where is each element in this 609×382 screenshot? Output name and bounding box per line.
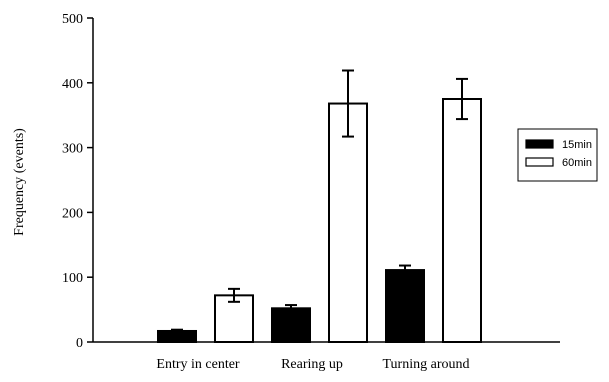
y-tick-label-2: 200 [62, 206, 83, 221]
x-tick-label-2: Turning around [383, 357, 470, 372]
legend: 15min 60min [517, 128, 598, 182]
y-tick-label-3: 300 [62, 142, 83, 157]
y-tick-label-4: 400 [62, 77, 83, 92]
y-tick-label-0: 0 [76, 336, 83, 351]
bar-15min-2 [385, 269, 425, 343]
bar-15min-1 [271, 307, 311, 343]
x-axis: Entry in center Rearing up Turning around [93, 341, 560, 372]
bar-60min-1 [328, 102, 368, 344]
legend-swatch-1 [525, 157, 554, 167]
legend-label-1: 60min [562, 157, 592, 169]
legend-swatch-0 [525, 139, 554, 149]
bar-60min-0 [214, 294, 254, 343]
y-tick-label-5: 500 [62, 12, 83, 27]
bars [157, 69, 482, 344]
y-axis: 0 100 200 300 400 500 [62, 12, 94, 351]
x-tick-label-0: Entry in center [156, 357, 240, 372]
y-tick-label-1: 100 [62, 271, 83, 286]
legend-label-0: 15min [562, 139, 592, 151]
x-tick-label-1: Rearing up [281, 357, 343, 372]
legend-box [517, 128, 598, 182]
y-axis-label: Frequency (events) [12, 128, 27, 236]
bar-60min-2 [442, 98, 482, 343]
